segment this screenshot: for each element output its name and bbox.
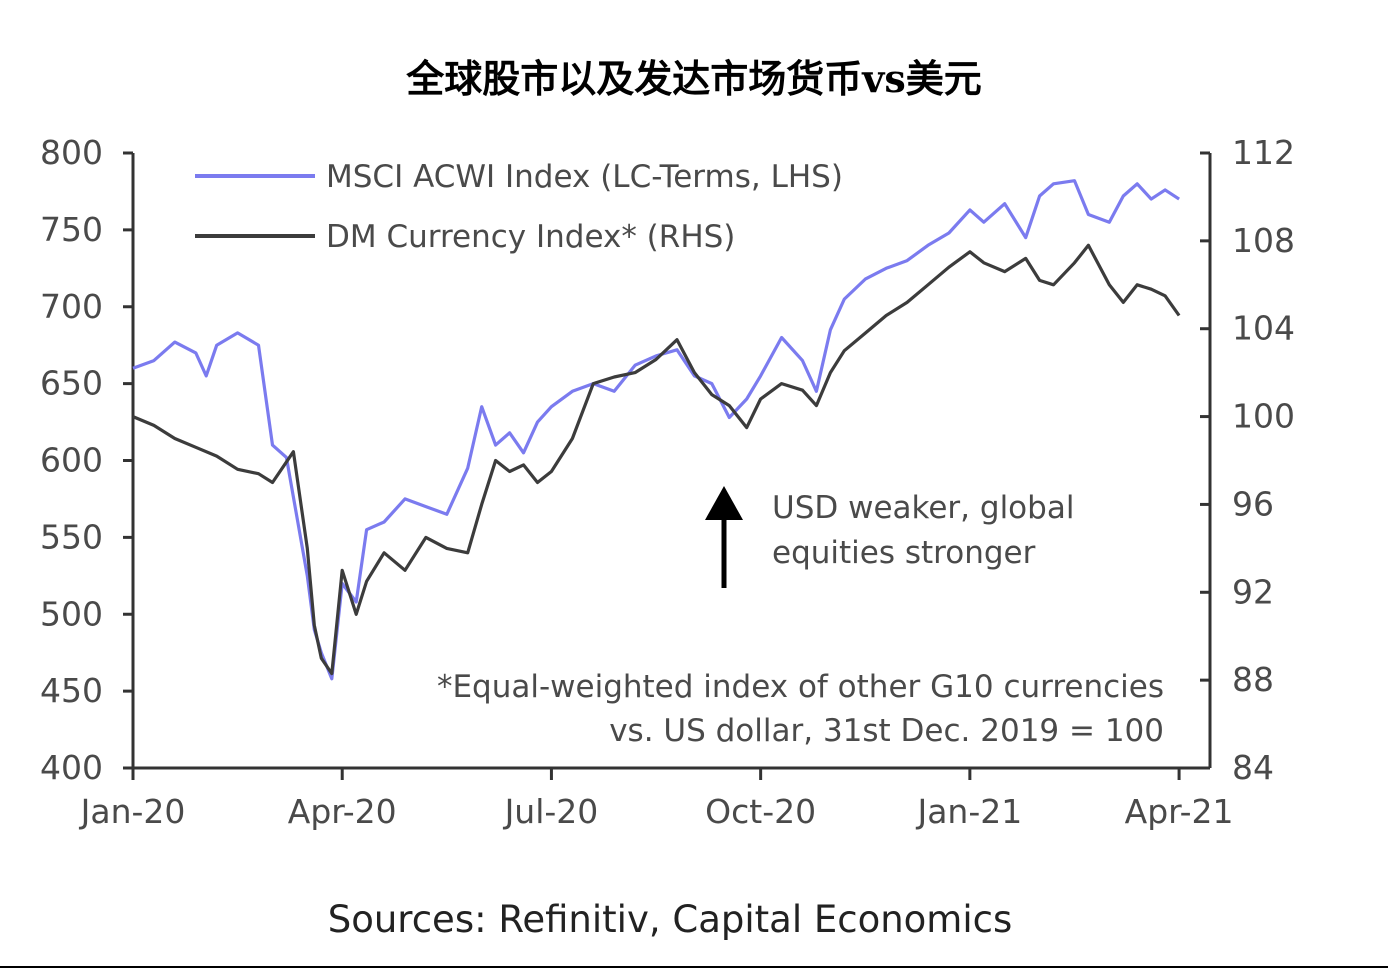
x-tick-label: Oct-20 (705, 792, 816, 831)
dm-currency-line (132, 243, 1181, 676)
left-tick-label: 400 (40, 748, 103, 787)
annotations: USD weaker, global equities stronger *Equa… (437, 486, 1164, 749)
x-tick-label: Apr-21 (1125, 792, 1234, 831)
left-tick-label: 800 (40, 133, 103, 172)
annotation-usd-weaker: USD weaker, global (772, 490, 1074, 526)
legend: MSCI ACWI Index (LC-Terms, LHS) DM Curren… (195, 159, 843, 255)
chart: 400 450 500 550 600 650 700 750 800 84 88 92 96 100 10… (40, 133, 1295, 831)
x-tick-label: Jan-21 (915, 792, 1022, 831)
right-tick-label: 84 (1232, 748, 1274, 787)
source-note: Sources: Refinitiv, Capital Economics (327, 898, 1013, 941)
axes (123, 151, 1212, 780)
annotation-usd-weaker: equities stronger (772, 535, 1036, 571)
right-tick-label: 104 (1232, 309, 1295, 348)
right-tick-label: 112 (1232, 133, 1295, 172)
up-arrow-head (705, 486, 743, 520)
right-tick-label: 88 (1232, 660, 1274, 699)
annotation-footnote: vs. US dollar, 31st Dec. 2019 = 100 (609, 713, 1164, 749)
legend-label: MSCI ACWI Index (LC-Terms, LHS) (326, 159, 843, 195)
series-lines (132, 179, 1181, 681)
annotation-footnote: *Equal-weighted index of other G10 curre… (437, 669, 1164, 705)
x-tick-label: Jul-20 (503, 792, 599, 831)
legend-label: DM Currency Index* (RHS) (326, 219, 735, 255)
right-tick-label: 100 (1232, 397, 1295, 436)
bottom-rule (0, 966, 1388, 968)
left-tick-label: 500 (40, 594, 103, 633)
left-tick-label: 600 (40, 441, 103, 480)
left-tick-label: 550 (40, 517, 103, 556)
x-tick-label: Apr-20 (288, 792, 397, 831)
left-tick-label: 450 (40, 671, 103, 710)
left-tick-label: 750 (40, 210, 103, 249)
tick-labels: 400 450 500 550 600 650 700 750 800 84 88 92 96 100 10… (40, 133, 1295, 831)
right-tick-label: 92 (1232, 572, 1274, 611)
left-tick-label: 650 (40, 364, 103, 403)
x-tick-label: Jan-20 (79, 792, 186, 831)
right-tick-label: 108 (1232, 221, 1295, 260)
left-tick-label: 700 (40, 287, 103, 326)
chart-title: 全球股市以及发达市场货币vs美元 (406, 56, 982, 101)
right-tick-label: 96 (1232, 484, 1274, 523)
msci-acwi-line (132, 179, 1180, 681)
